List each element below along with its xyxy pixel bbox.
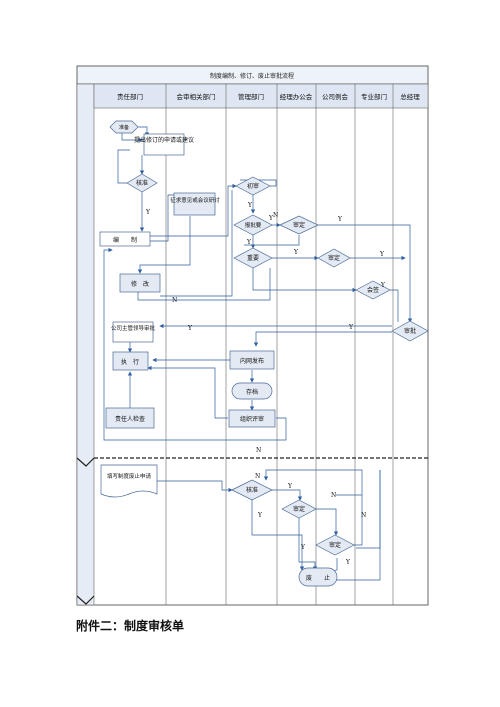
svg-text:核准: 核准 — [246, 486, 258, 494]
approve4-diamond: 审定 — [315, 534, 355, 556]
svg-text:重要: 重要 — [247, 254, 259, 262]
svg-text:初审: 初审 — [247, 182, 259, 190]
svg-text:审定: 审定 — [293, 505, 305, 513]
svg-text:审定: 审定 — [329, 541, 341, 549]
svg-text:N: N — [256, 447, 261, 454]
svg-text:内网发布: 内网发布 — [240, 357, 264, 365]
svg-text:Y: Y — [287, 483, 293, 490]
svg-text:废 止: 废 止 — [306, 574, 330, 582]
important-diamond: 重要 — [233, 247, 273, 269]
lane-label-joint-review: 会审相关部门 — [177, 92, 216, 101]
svg-text:Y: Y — [268, 215, 274, 222]
edge-labels: Y Y Y Y Y Y Y Y Y Y Y Y Y Y N N N N N N — [145, 202, 386, 566]
organize-review-node: 组织评审 — [228, 409, 276, 428]
approval-diamond: 审批 — [391, 320, 429, 342]
propose-label: 提出修订的申请或建议 — [134, 136, 194, 144]
svg-text:Y: Y — [337, 216, 343, 223]
svg-text:Y: Y — [380, 282, 386, 289]
svg-text:Y: Y — [247, 202, 253, 209]
start-node: 准备 — [109, 120, 139, 134]
abolish-node: 废 止 — [298, 567, 338, 587]
approve1-diamond: 审定 — [279, 215, 319, 235]
svg-text:Y: Y — [348, 324, 354, 331]
svg-text:N: N — [361, 512, 366, 519]
phase-column — [76, 83, 95, 606]
svg-text:修 改: 修 改 — [131, 280, 149, 288]
check2-diamond: 核准 — [231, 479, 273, 501]
svg-text:Y: Y — [145, 209, 151, 216]
svg-text:N: N — [255, 473, 260, 480]
svg-text:Y: Y — [257, 512, 263, 519]
lane-label-responsible: 责任部门 — [117, 92, 143, 101]
svg-text:Y: Y — [345, 559, 351, 566]
solicit-node: 征求意见或会议研讨 — [170, 192, 220, 216]
attachment-caption: 附件二：制度审核单 — [76, 619, 185, 633]
self-check-node: 责任人检查 — [105, 407, 155, 429]
svg-text:提出修订的申请或建议: 提出修订的申请或建议 — [134, 136, 194, 144]
svg-text:Y: Y — [187, 325, 193, 332]
svg-text:审定: 审定 — [328, 254, 340, 262]
svg-text:公司主管领导审批: 公司主管领导审批 — [111, 324, 156, 332]
svg-text:核准: 核准 — [136, 179, 148, 187]
svg-text:填写制度废止申请: 填写制度废止申请 — [107, 472, 152, 480]
svg-text:报批要: 报批要 — [245, 221, 262, 229]
svg-text:征求意见或会议研讨: 征求意见或会议研讨 — [170, 196, 220, 204]
sign-diamond: 会签 — [355, 280, 391, 300]
svg-text:会签: 会签 — [367, 286, 379, 294]
first-review-diamond: 初审 — [235, 176, 271, 196]
lane-label-specialist: 专业部门 — [361, 92, 387, 101]
svg-text:执 行: 执 行 — [121, 358, 139, 366]
svg-text:审定: 审定 — [293, 221, 305, 229]
approve2-diamond: 审定 — [317, 248, 351, 268]
svg-text:审批: 审批 — [404, 327, 416, 335]
phase-marker-1 — [76, 457, 95, 467]
approve3-diamond: 审定 — [281, 499, 317, 519]
lane-label-management: 管理部门 — [238, 92, 264, 101]
lane-header-row — [93, 83, 429, 109]
compile-node: 编 制 — [99, 231, 151, 247]
leader-review-node: 公司主管领导审批 — [111, 321, 156, 343]
lane-dividers — [165, 84, 394, 605]
publish-node: 内网发布 — [229, 350, 275, 370]
check1-diamond: 核准 — [126, 173, 158, 193]
connectors — [103, 126, 413, 581]
lane-label-company-meeting: 公司例会 — [322, 92, 349, 101]
archive-node: 存档 — [231, 382, 273, 400]
svg-text:存档: 存档 — [246, 388, 258, 396]
svg-text:N: N — [172, 297, 177, 304]
svg-text:Y: Y — [246, 239, 252, 246]
fill-form-node: 填写制度废止申请 — [100, 464, 158, 498]
svg-text:编 制: 编 制 — [113, 236, 137, 244]
revise-node: 修 改 — [119, 273, 161, 293]
submit-diamond: 报批要 — [233, 214, 273, 236]
execute-node: 执 行 — [112, 351, 149, 371]
diagram-title: 制度编制、修订、废止审批流程 — [210, 72, 294, 80]
svg-text:Y: Y — [379, 251, 385, 258]
svg-text:Y: Y — [300, 544, 306, 551]
svg-text:N: N — [273, 212, 278, 219]
lane-label-general-manager: 总经理 — [400, 92, 420, 101]
phase-marker-2 — [76, 595, 95, 605]
svg-text:准备: 准备 — [119, 124, 129, 131]
svg-text:组织评审: 组织评审 — [240, 415, 264, 423]
propose-node: 提出修订的申请或建议 — [134, 133, 194, 156]
lane-label-manager-office: 经理办公会 — [280, 92, 313, 101]
svg-text:Y: Y — [293, 249, 299, 256]
svg-text:N: N — [331, 492, 336, 499]
svg-text:责任人检查: 责任人检查 — [115, 415, 145, 423]
